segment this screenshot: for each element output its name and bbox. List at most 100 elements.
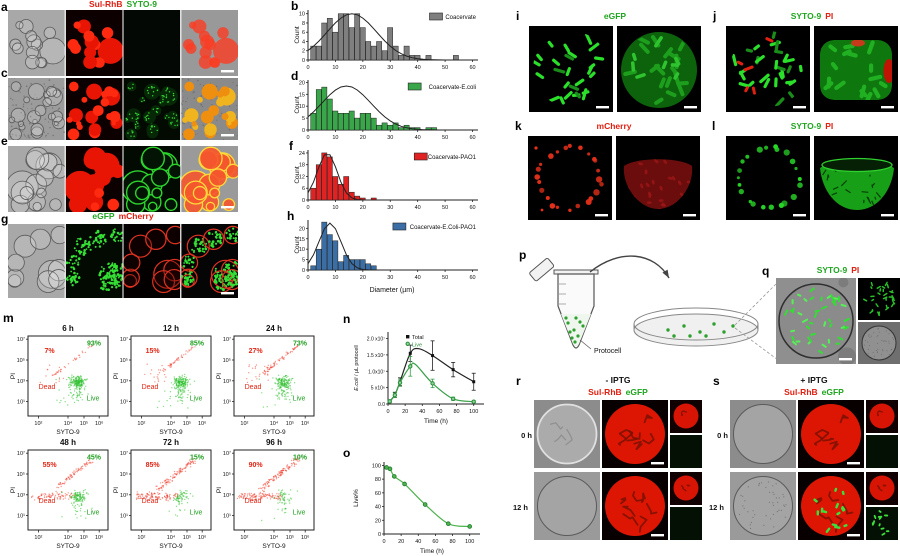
live-label: Live: [87, 396, 100, 403]
sul-rhb-label: Sul-RhB: [784, 387, 818, 397]
panel-letter-h: h: [287, 209, 295, 223]
panel-letter-s: s: [713, 374, 720, 388]
y-tick: 15: [299, 237, 305, 243]
y-tick: 4: [302, 39, 305, 45]
live-percent: 85%: [190, 341, 205, 348]
flow-plot-24h: 24 h 10⁷ 10⁵ 10³ 10¹ 10² 10⁴ 10⁵ 10⁶ SYTO-9 PI 27% 7…: [216, 324, 315, 436]
q-inset-fluor: [858, 278, 900, 320]
y-tick: 20: [299, 80, 305, 86]
n-y-tick: 1.5 x10⁷: [367, 353, 385, 359]
o-y-tick: 60: [375, 491, 381, 497]
flow-y-tick: 10⁵: [223, 471, 231, 478]
flow-x-axis-label: SYTO-9: [262, 429, 286, 436]
egfp-label: eGFP: [625, 387, 648, 397]
flow-y-tick: 10³: [17, 379, 25, 385]
flow-x-tick: 10⁵: [183, 534, 191, 541]
x-tick: 50: [442, 275, 448, 281]
y-tick: 18: [299, 163, 305, 169]
flow-y-tick: 10¹: [120, 514, 128, 520]
flow-x-tick: 10²: [137, 535, 145, 541]
live-percent: 45%: [87, 455, 102, 462]
flow-plot-6h: 6 h 10⁷ 10⁵ 10³ 10¹ 10² 10⁴ 10⁵ 10⁶ SYTO-9 PI 7% 93%…: [10, 324, 109, 436]
x-tick: 10: [332, 65, 338, 71]
panel-letter-d: d: [291, 69, 299, 83]
panel-r-images-inset-green: [670, 507, 702, 540]
panel-l-images: [726, 136, 898, 220]
row-a-bf-cell: [8, 10, 65, 76]
flow-y-tick: 10¹: [223, 514, 231, 520]
panel-q-images: [776, 278, 900, 364]
s-time-12h: 12 h: [708, 503, 724, 512]
row-e-red-cell: [65, 146, 123, 212]
live-label: Live: [293, 396, 306, 403]
count-axis-label: Count: [294, 166, 301, 184]
y-tick: 10: [299, 247, 305, 253]
dead-label: Dead: [142, 498, 159, 505]
o-y-tick: 80: [375, 477, 381, 483]
flow-x-axis-label: SYTO-9: [159, 543, 183, 550]
panel-letter-j: j: [713, 9, 717, 23]
legend-b: Coacervate: [445, 15, 476, 21]
y-tick: 5: [302, 258, 305, 264]
panel-k-images-3d: [616, 136, 700, 220]
legend-h: Coacervate-E.Coli-PAO1: [410, 225, 477, 231]
flow-y-axis-label: PI: [113, 373, 120, 379]
panel-i-images: [529, 26, 701, 112]
panel-s-images-inset-red: [866, 472, 898, 505]
x-tick: 50: [442, 135, 448, 141]
y-tick: 5: [302, 116, 305, 122]
flow-title: 72 h: [163, 438, 179, 447]
flow-x-tick: 10⁵: [286, 420, 294, 427]
dead-label: Dead: [142, 384, 159, 391]
y-tick: 12: [299, 174, 305, 180]
n-x-tick: 0: [386, 409, 389, 415]
flow-x-tick: 10⁵: [80, 420, 88, 427]
panel-j-images-3d: [814, 26, 898, 112]
panel-s-images: [730, 400, 898, 540]
row-a-mergeRed-cell: [181, 10, 238, 76]
flow-title: 96 h: [266, 438, 282, 447]
flow-y-axis-label: PI: [113, 487, 120, 493]
panel-k-title: mCherry: [528, 122, 700, 131]
flow-title: 6 h: [62, 324, 74, 333]
panel-letter-l: l: [712, 119, 716, 133]
o-y-tick: 40: [375, 505, 381, 511]
flow-plot-96h: 96 h 10⁷ 10⁵ 10³ 10¹ 10² 10⁴ 10⁵ 10⁶ SYTO-9 PI 90% 1…: [216, 438, 315, 550]
n-y-tick: 0.0: [378, 402, 385, 408]
y-tick: 20: [299, 226, 305, 232]
x-tick: 50: [442, 65, 448, 71]
live-percent: 15%: [190, 455, 205, 462]
flow-x-tick: 10⁶: [198, 534, 206, 541]
x-tick: 0: [306, 205, 309, 211]
pi-title: PI: [851, 265, 860, 275]
flow-x-tick: 10⁴: [167, 534, 176, 541]
flow-x-axis-label: SYTO-9: [56, 429, 80, 436]
row-g-greenCluster-cell: [65, 224, 123, 298]
flow-x-tick: 10⁴: [167, 420, 176, 427]
panel-r-images-inset-red: [670, 400, 702, 433]
count-axis-label: Count: [294, 26, 301, 44]
panel-r-images-inset-red: [670, 472, 702, 505]
growth-plot: 2.0 x10⁷ 1.5 x10⁷ 1.0x10⁷ 5 x10⁶ 0.00 20 40 60 8…: [354, 332, 484, 425]
legend-d: Coacervate-E.coli: [429, 85, 476, 91]
flow-y-tick: 10⁷: [223, 336, 231, 343]
panel-i-images-2d: [529, 26, 613, 112]
row-e-micrographs: [8, 146, 238, 212]
pi-title: PI: [825, 121, 834, 131]
x-tick: 40: [415, 275, 421, 281]
panel-r-images-brightfield: [534, 472, 600, 540]
count-axis-label: Count: [294, 96, 301, 114]
flow-y-tick: 10⁷: [17, 336, 25, 343]
panel-letter-c: c: [1, 66, 8, 80]
live-percent: 73%: [293, 341, 308, 348]
panel-letter-p: p: [519, 248, 527, 262]
live-percent-plot: 0 20 40 60 80 100 0 20 40 60 80 100 Time (h) Live%: [353, 462, 480, 555]
minus-iptg-label: - IPTG: [605, 375, 631, 385]
live-label: Live: [87, 510, 100, 517]
y-tick: 10: [299, 104, 305, 110]
pi-title: PI: [825, 11, 834, 21]
x-tick: 20: [360, 205, 366, 211]
row-c-bfSpeck-cell: [8, 78, 65, 140]
live-label: Live: [190, 396, 203, 403]
y-tick: 24: [299, 151, 305, 157]
